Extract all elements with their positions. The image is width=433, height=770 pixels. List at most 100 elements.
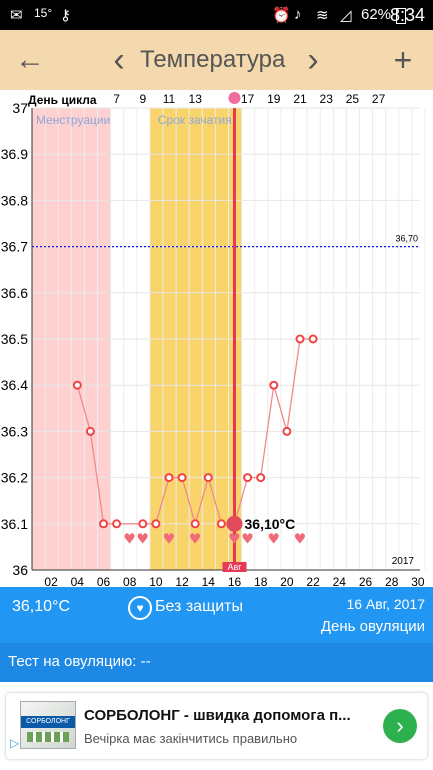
heart-marker-icon: ♥ (137, 532, 150, 548)
x-tick-label: 18 (254, 575, 268, 587)
temperature-point (243, 473, 253, 483)
notification-icon: ✉ (10, 7, 23, 24)
month-label-bg (222, 562, 247, 572)
temperature-point (282, 426, 292, 436)
selected-date: 16 Авг, 2017 (346, 596, 425, 612)
temperature-point (269, 380, 279, 390)
y-tick-label: 36.4 (1, 377, 28, 393)
status-bar: ✉ 15° ⚷ ⏰ ♪ ≋ ◿ 62% 8:34 (0, 0, 433, 30)
mute-icon: ♪ (294, 6, 302, 23)
clock: 8:34 (389, 5, 425, 25)
temperature-point (308, 334, 318, 344)
ad-product-image: СОРБОЛОНГ (20, 701, 76, 749)
ovulation-test-label: Тест на овуляцию: -- (8, 653, 151, 670)
temperature-point (216, 519, 226, 529)
y-tick-label: 36.9 (1, 146, 28, 162)
temperature-point (99, 519, 108, 529)
cycle-day-tick: 25 (346, 92, 360, 106)
year-label: 2017 (392, 556, 415, 567)
info-bar: 36,10°C ♥ Без защиты 16 Авг, 2017 День о… (0, 587, 433, 643)
temperature-chart[interactable]: Менструации Срок зачатия 36,70 37 36.9 36.8 36… (0, 90, 433, 587)
ad-banner[interactable]: СОРБОЛОНГ ▷ СОРБОЛОНГ - швидка допомога … (6, 693, 427, 759)
heart-icon[interactable]: ♥ (128, 596, 152, 620)
temperature-point (256, 473, 266, 483)
selected-temp: 36,10°C (12, 598, 70, 615)
ovulation-test-bar[interactable]: Тест на овуляцию: -- (0, 643, 433, 682)
y-tick-label: 36.5 (1, 331, 28, 347)
x-tick-label: 22 (306, 575, 320, 587)
temperature-point (151, 519, 161, 529)
cycle-day-tick: 23 (320, 92, 334, 106)
ad-product-brand: СОРБОЛОНГ (21, 716, 75, 728)
conception-label: Срок зачатия (158, 113, 232, 127)
back-arrow-icon[interactable]: ← (15, 43, 45, 76)
y-tick-label: 36.1 (1, 516, 28, 532)
cycle-day-tick: 19 (267, 92, 281, 106)
selected-temp-point (226, 515, 243, 532)
ad-go-icon[interactable]: › (383, 709, 417, 743)
temperature-point (177, 473, 187, 483)
x-tick-label: 12 (175, 575, 189, 587)
temperature-point (203, 473, 213, 483)
x-tick-label: 08 (123, 575, 137, 587)
heart-marker-icon: ♥ (189, 532, 202, 548)
y-tick-label: 36.6 (1, 285, 28, 301)
y-tick-label: 36.2 (1, 470, 28, 486)
next-chevron-icon[interactable]: › (307, 41, 319, 79)
add-icon[interactable]: + (393, 42, 413, 78)
cycle-day-label: День цикла (28, 93, 97, 107)
x-tick-label: 28 (385, 575, 399, 587)
heart-marker-icon: ♥ (241, 532, 254, 548)
signal-icon: ◿ (340, 7, 352, 24)
page-title: Температура (140, 46, 286, 73)
temperature-point (295, 334, 305, 344)
cycle-day-tick: 9 (139, 92, 146, 106)
temperature-point (112, 519, 122, 529)
app-bar: ← ‹ Температура › + (0, 30, 433, 90)
x-tick-label: 02 (44, 575, 58, 587)
temperature-point (85, 426, 95, 436)
x-tick-label: 06 (97, 575, 111, 587)
ovulation-flower-icon (228, 92, 241, 104)
x-tick-label: 04 (71, 575, 85, 587)
temperature-point (72, 380, 82, 390)
cycle-day-tick: 21 (293, 92, 307, 106)
x-tick-label: 14 (202, 575, 216, 587)
heart-marker-icon: ♥ (294, 532, 307, 548)
heart-marker-icon: ♥ (228, 532, 241, 548)
x-tick-label: 20 (280, 575, 294, 587)
cycle-day-tick: 11 (163, 92, 176, 106)
cycle-day-tick: 7 (113, 92, 120, 106)
protection-status[interactable]: Без защиты (155, 598, 243, 615)
wifi-icon: ≋ (316, 7, 329, 24)
month-label: Авг (227, 562, 242, 572)
x-tick-label: 30 (411, 575, 425, 587)
ovulation-day: День овуляции (320, 618, 425, 635)
x-tick-label: 26 (359, 575, 373, 587)
selected-value-label: 36,10°C (245, 516, 296, 532)
coverline-label: 36,70 (395, 234, 418, 244)
ad-title: СОРБОЛОНГ - швидка допомога п... (84, 707, 351, 724)
x-tick-label: 24 (333, 575, 347, 587)
temperature-point (164, 473, 174, 483)
ad-choices-icon[interactable]: ▷ (10, 736, 20, 750)
weather-temp: 15° (34, 6, 53, 20)
menstruation-label: Менструации (36, 113, 110, 127)
heart-marker-icon: ♥ (123, 532, 136, 548)
x-tick-label: 16 (228, 575, 242, 587)
heart-marker-icon: ♥ (163, 532, 176, 548)
temperature-point (190, 519, 200, 529)
ad-subtitle: Вечірка має закінчитись правильно (84, 731, 298, 746)
cycle-day-tick: 27 (372, 92, 386, 106)
cycle-day-tick: 17 (241, 92, 255, 106)
y-tick-label: 36.3 (1, 423, 28, 439)
battery-icon (396, 8, 406, 24)
key-icon: ⚷ (60, 7, 71, 24)
cycle-day-tick: 13 (189, 92, 203, 106)
temperature-point (138, 519, 148, 529)
y-tick-label: 36.8 (1, 192, 28, 208)
prev-chevron-icon[interactable]: ‹ (113, 41, 125, 79)
battery-percent: 62% (361, 6, 392, 23)
alarm-icon: ⏰ (272, 7, 291, 24)
y-tick-label: 36.7 (1, 239, 28, 255)
